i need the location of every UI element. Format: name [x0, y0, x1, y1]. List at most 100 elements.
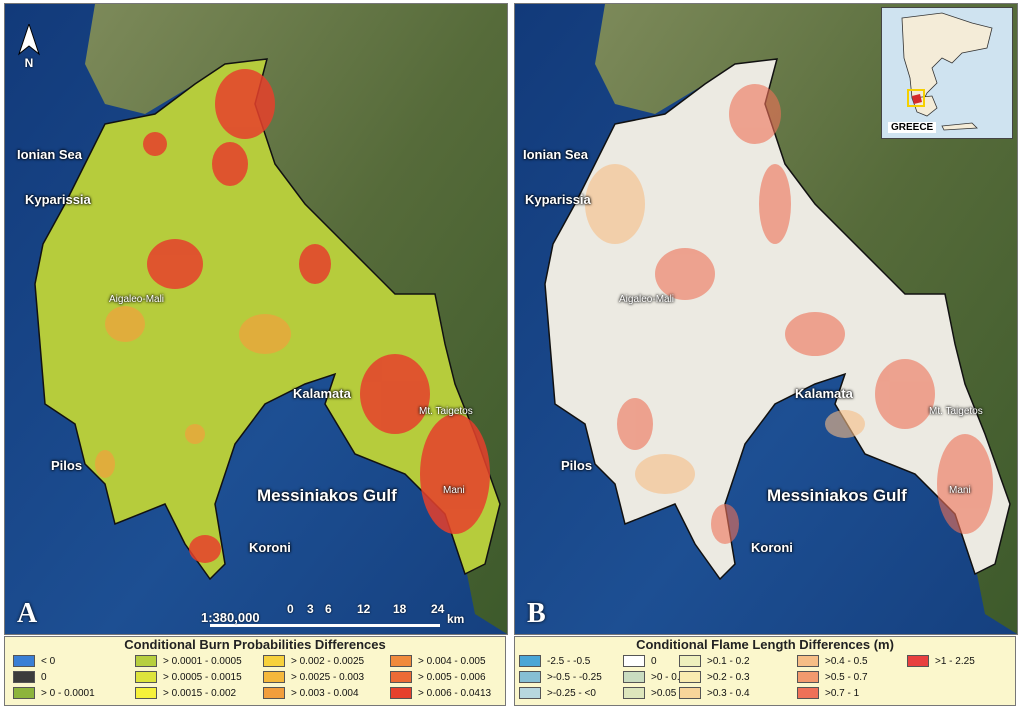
legend-swatch — [679, 687, 701, 699]
legend-swatch — [390, 671, 412, 683]
legend-item: >0.5 - 0.7 — [797, 671, 868, 683]
legend-item: > 0.0015 - 0.002 — [135, 687, 236, 699]
legend-swatch — [519, 687, 541, 699]
legend-label: > 0.0001 - 0.0005 — [163, 655, 242, 667]
legend-item: > 0.002 - 0.0025 — [263, 655, 364, 667]
legend-label: >0.7 - 1 — [825, 687, 860, 699]
legend-swatch — [13, 671, 35, 683]
legend-label: >0.05 - 0.1 — [651, 687, 700, 699]
legend-label: >0.1 - 0.2 — [707, 655, 750, 667]
scale-tick: 18 — [393, 602, 407, 616]
study-area-flame-length — [544, 58, 1011, 581]
legend-swatch — [263, 687, 285, 699]
label-mani: Mani — [443, 485, 465, 496]
legend-swatch — [390, 687, 412, 699]
north-arrow: N — [17, 22, 41, 70]
legend-item: > 0 - 0.0001 — [13, 687, 95, 699]
label-pilos: Pilos — [561, 458, 593, 473]
scale-ratio: 1:380,000 — [201, 610, 260, 625]
legend-item: > 0.003 - 0.004 — [263, 687, 359, 699]
legend-item: >0.05 - 0.1 — [623, 687, 699, 699]
panel-letter-a: A — [17, 598, 38, 629]
scale-tick: 0 — [287, 602, 294, 616]
legend-swatch — [135, 671, 157, 683]
legend-item: >0.1 - 0.2 — [679, 655, 750, 667]
legend-item: 0 — [623, 655, 657, 667]
legend-item: >1 - 2.25 — [907, 655, 975, 667]
map-b-canvas — [515, 4, 1017, 634]
legend-label: >0 - 0.05 — [651, 671, 691, 683]
legend-item: > 0.006 - 0.0413 — [390, 687, 491, 699]
legend-item: >0 - 0.05 — [623, 671, 691, 683]
legend-label: >-0.25 - <0 — [547, 687, 596, 699]
legend-label: 0 — [651, 655, 657, 667]
label-pilos: Pilos — [51, 458, 83, 473]
legend-swatch — [13, 687, 35, 699]
scale-tick: 3 — [307, 602, 314, 616]
map-panel-a: A N Ionian Sea Kyparissia Aigaleo-Mali K… — [4, 3, 508, 635]
label-taigetos: Mt. Taigetos — [929, 406, 983, 417]
label-taigetos: Mt. Taigetos — [419, 406, 473, 417]
legend-label: > 0.006 - 0.0413 — [418, 687, 492, 699]
legend-swatch — [623, 671, 645, 683]
legend-label: >-0.5 - -0.25 — [547, 671, 602, 683]
legend-label: > 0.0025 - 0.003 — [291, 671, 365, 683]
legend-swatch — [263, 655, 285, 667]
legend-swatch — [679, 671, 701, 683]
legend-swatch — [623, 655, 645, 667]
legend-item: >-0.5 - -0.25 — [519, 671, 602, 683]
legend-label: > 0.004 - 0.005 — [418, 655, 486, 667]
legend-swatch — [519, 655, 541, 667]
legend-label: >0.4 - 0.5 — [825, 655, 868, 667]
legend-item: >0.3 - 0.4 — [679, 687, 750, 699]
legend-label: > 0.0005 - 0.0015 — [163, 671, 242, 683]
surrounding-land — [595, 4, 1017, 634]
scale-tick: 12 — [357, 602, 371, 616]
legend-burn-probability: Conditional Burn Probabilities Differenc… — [4, 636, 506, 706]
surrounding-land — [85, 4, 507, 634]
legend-label: >0.3 - 0.4 — [707, 687, 750, 699]
legend-item: > 0.0001 - 0.0005 — [135, 655, 242, 667]
label-mani: Mani — [949, 485, 971, 496]
legend-swatch — [679, 655, 701, 667]
north-arrow-icon — [17, 22, 41, 56]
legend-swatch — [907, 655, 929, 667]
panel-letter-b: B — [527, 598, 546, 629]
legend-label: > 0 - 0.0001 — [41, 687, 95, 699]
label-aigaleo-mali: Aigaleo-Mali — [619, 294, 675, 305]
legend-label: >1 - 2.25 — [935, 655, 975, 667]
scale-bar — [210, 624, 440, 627]
map-panel-b: B GREECE Ionian Sea Kyparissia Aigaleo-M… — [514, 3, 1018, 635]
legend-item: >0.4 - 0.5 — [797, 655, 868, 667]
moderate-burn-patches — [95, 306, 291, 478]
scale-unit: km — [447, 612, 465, 626]
legend-item: > 0.004 - 0.005 — [390, 655, 486, 667]
flame-moderate-patches — [585, 164, 865, 494]
legend-flame-length: Conditional Flame Length Differences (m)… — [514, 636, 1016, 706]
legend-label: > 0.0015 - 0.002 — [163, 687, 237, 699]
flame-increase-patches — [617, 84, 993, 544]
label-koroni: Koroni — [751, 540, 793, 555]
label-messiniakos-gulf: Messiniakos Gulf — [257, 486, 397, 505]
greece-outline — [901, 12, 993, 131]
scale-indicator: 1:380,000 0 3 6 12 18 24 km — [201, 602, 464, 630]
legend-item: > 0.005 - 0.006 — [390, 671, 486, 683]
north-label: N — [24, 56, 34, 70]
inset-country-label: GREECE — [888, 122, 937, 133]
legend-swatch — [623, 687, 645, 699]
label-koroni: Koroni — [249, 540, 291, 555]
legend-item: >0.2 - 0.3 — [679, 671, 750, 683]
scale-tick: 24 — [431, 602, 445, 616]
legend-swatch — [390, 655, 412, 667]
legend-item: < 0 — [13, 655, 55, 667]
legend-label: > 0.005 - 0.006 — [418, 671, 486, 683]
legend-label: >0.2 - 0.3 — [707, 671, 750, 683]
legend-label: 0 — [41, 671, 47, 683]
map-a-canvas — [5, 4, 507, 634]
legend-label: > 0.003 - 0.004 — [291, 687, 359, 699]
label-messiniakos-gulf: Messiniakos Gulf — [767, 486, 907, 505]
legend-item: >0.7 - 1 — [797, 687, 859, 699]
legend-item: 0 — [13, 671, 47, 683]
label-kalamata: Kalamata — [293, 386, 351, 401]
legend-title: Conditional Flame Length Differences (m) — [636, 637, 894, 652]
